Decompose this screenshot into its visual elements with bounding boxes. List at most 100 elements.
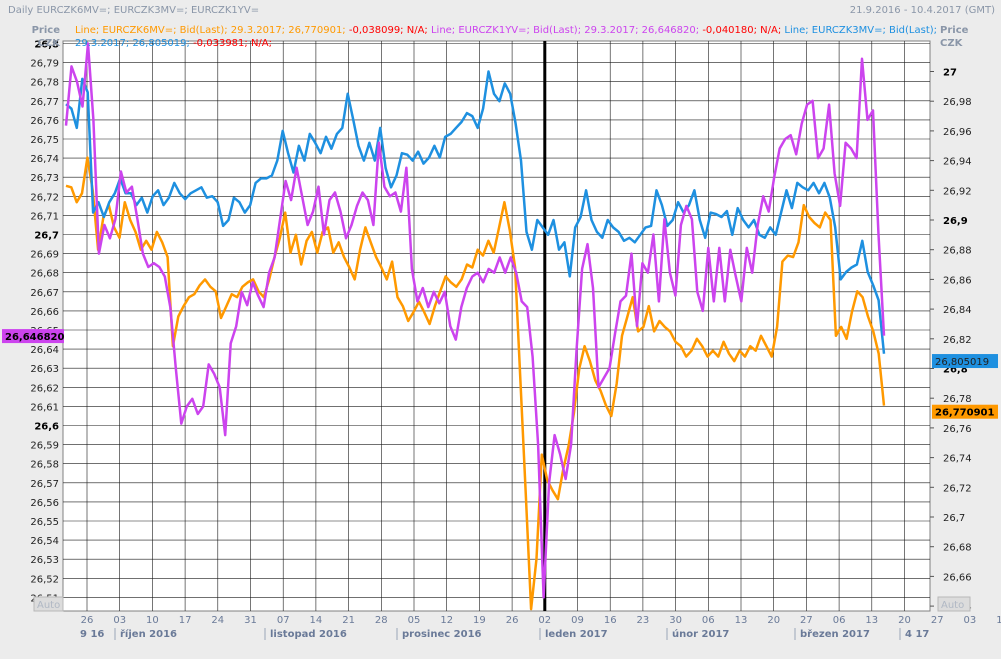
left-tick-label: 26,6 — [34, 422, 59, 433]
left-tick-label: 26,68 — [30, 269, 59, 280]
x-tick-label: 20 — [898, 615, 911, 626]
left-tick-label: 26,72 — [30, 192, 59, 203]
left-axis: 26,8 26,79 26,78 26,77 26,76 26,75 26,74 26,73 2… — [2, 40, 65, 604]
x-tick-label: 27 — [931, 615, 944, 626]
left-tick-label: 26,59 — [30, 441, 59, 452]
series-layer — [64, 42, 886, 611]
right-tick-label: 26,86 — [943, 275, 972, 286]
right-tick-label: 26,92 — [943, 186, 972, 197]
x-tick-label: 27 — [800, 615, 813, 626]
month-label: březen 2017 — [800, 628, 870, 640]
x-tick-label: 28 — [375, 615, 388, 626]
grid — [63, 41, 930, 611]
x-tick-label: 24 — [211, 615, 224, 626]
left-auto-box[interactable] — [33, 596, 64, 612]
right-tick-label: 26,74 — [943, 454, 972, 465]
x-tick-label: 14 — [310, 615, 323, 626]
x-tick-label: 10 — [146, 615, 159, 626]
month-label: listopad 2016 — [270, 629, 347, 640]
right-tick-label: 26,66 — [943, 572, 972, 583]
left-tick-label: 26,57 — [30, 479, 59, 490]
left-tick-label: 26,61 — [30, 402, 59, 413]
left-tick-label: 26,62 — [30, 383, 59, 394]
right-tick-label: 26,7 — [943, 513, 965, 524]
right-axis: 27 26,98 26,96 26,94 26,92 26,9 26,88 26,86 26,8… — [930, 68, 998, 613]
month-label: únor 2017 — [672, 628, 729, 640]
right-tick-label: 26,72 — [943, 483, 972, 494]
x-tick-label: 23 — [637, 615, 650, 626]
right-tick-label: 26,76 — [943, 424, 972, 435]
month-label: 9 16 — [80, 629, 104, 640]
right-auto-box[interactable] — [937, 596, 971, 612]
series-line-eurczk3mv — [65, 70, 886, 354]
x-tick-label: 20 — [767, 615, 780, 626]
left-tick-label: 26,56 — [30, 498, 59, 509]
plot-area — [62, 40, 931, 612]
left-tick-label: 26,71 — [30, 211, 59, 222]
legend-segment: -0,040180; N/A; — [702, 25, 784, 36]
left-tick-label: 26,69 — [30, 250, 59, 261]
left-tick-label: 26,53 — [30, 555, 59, 566]
right-tick-label: 27 — [943, 68, 957, 79]
x-tick-label: 21 — [342, 615, 355, 626]
x-tick-label: 17 — [179, 615, 192, 626]
legend-segment: Line; EURCZK6MV=; Bid(Last); 29.3.2017; … — [75, 25, 349, 36]
x-tick-label: 07 — [277, 615, 290, 626]
left-tick-label: 26,7 — [34, 231, 59, 242]
x-tick-label: 19 — [473, 615, 486, 626]
right-current-value-box — [932, 354, 998, 369]
legend-line-1: Line; EURCZK6MV=; Bid(Last); 29.3.2017; … — [75, 25, 937, 36]
x-tick-label: 30 — [669, 615, 682, 626]
legend-segment: 29.3.2017; 26,805019; — [75, 38, 193, 49]
left-tick-label: 26,79 — [30, 59, 59, 70]
x-tick-label: 16 — [604, 615, 617, 626]
x-tick-label: 13 — [735, 615, 748, 626]
legend-segment: -0,033981; N/A; — [193, 38, 272, 49]
chart-title: Daily EURCZK6MV=; EURCZK3MV=; EURCZK1YV= — [8, 5, 259, 16]
x-tick-label: 05 — [408, 615, 421, 626]
legend-segment: Line; EURCZK3MV=; Bid(Last); — [784, 25, 937, 36]
left-tick-label: 26,64 — [30, 345, 59, 356]
x-tick-label: 02 — [538, 615, 551, 626]
left-tick-label: 26,55 — [30, 517, 59, 528]
series-line-eurczk1yv — [64, 42, 886, 599]
right-price-label: Price — [940, 25, 969, 36]
right-tick-label: 26,98 — [943, 97, 972, 108]
x-tick-label: 09 — [571, 615, 584, 626]
series-line-eurczk6mv — [65, 156, 886, 611]
x-axis: 26 03 10 17 24 31 07 14 21 28 05 12 19 26 02 09 16 23 30 06… — [80, 615, 1001, 640]
left-tick-label: 26,54 — [30, 536, 59, 547]
right-tick-label: 26,68 — [943, 543, 972, 554]
right-current-value: 26,805019 — [935, 357, 989, 368]
legend-line-2: 29.3.2017; 26,805019; -0,033981; N/A; — [75, 38, 272, 49]
left-tick-label: 26,8 — [34, 40, 59, 51]
x-tick-label: 03 — [964, 615, 977, 626]
left-tick-label: 26,75 — [30, 135, 59, 146]
right-tick-label: 26,84 — [943, 305, 972, 316]
x-tick-label: 10 — [996, 615, 1001, 626]
left-tick-label: 26,73 — [30, 173, 59, 184]
right-current-value-box — [932, 404, 998, 419]
right-tick-label: 26,8 — [943, 365, 968, 376]
right-currency-label: CZK — [940, 38, 964, 49]
left-tick-label: 26,58 — [30, 460, 59, 471]
right-tick-label: 26,94 — [943, 157, 972, 168]
left-tick-label: 26,78 — [30, 78, 59, 89]
left-tick-label: 26,52 — [30, 574, 59, 585]
legend-segment: -0,038099; N/A; — [349, 25, 431, 36]
right-tick-label: 26,88 — [943, 246, 972, 257]
x-tick-label: 26 — [81, 615, 94, 626]
left-tick-label: 26,74 — [30, 154, 59, 165]
left-auto-label: Auto — [37, 600, 60, 611]
left-tick-label: 26,67 — [30, 288, 59, 299]
right-current-value: 26,770901 — [935, 408, 995, 419]
left-tick-label: 26,77 — [30, 97, 59, 108]
month-label: prosinec 2016 — [402, 629, 482, 640]
left-current-value-box — [2, 329, 64, 344]
right-tick-label: 26,9 — [943, 216, 968, 227]
x-tick-label: 12 — [440, 615, 453, 626]
right-auto-label: Auto — [941, 600, 964, 611]
left-tick-label: 26,63 — [30, 364, 59, 375]
left-tick-label: 26,66 — [30, 307, 59, 318]
